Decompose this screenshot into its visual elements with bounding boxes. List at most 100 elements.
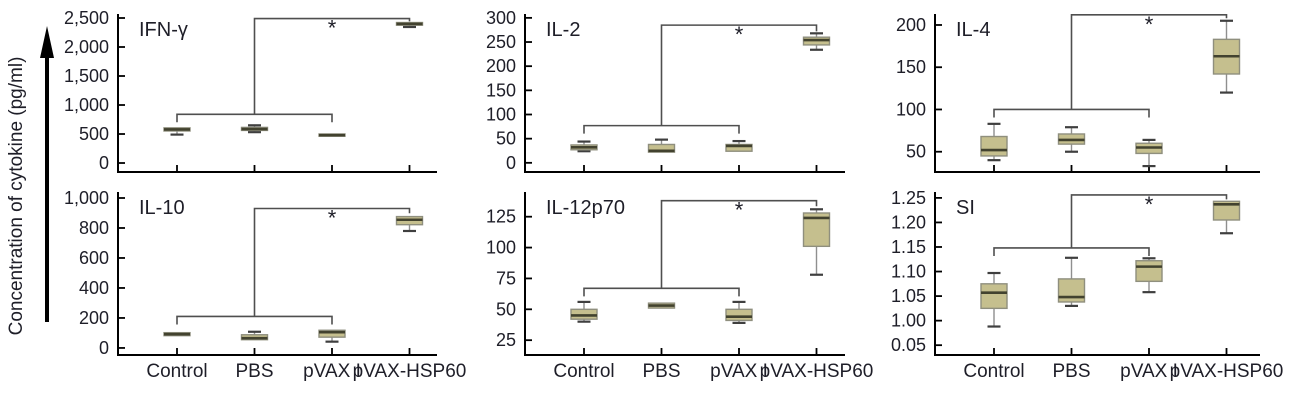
box <box>980 283 1008 310</box>
bracket-upper <box>1070 194 1228 248</box>
bracket-lower <box>993 108 1150 118</box>
box-whisker-control <box>980 271 1008 328</box>
y-tick-label: 1.15 <box>891 237 926 257</box>
y-tick-label: 0 <box>99 338 109 358</box>
y-tick-label: 2,000 <box>64 37 109 57</box>
box-whisker-pvax-hsp60 <box>395 21 424 29</box>
bracket-upper <box>253 207 411 317</box>
box-whisker-pbs <box>240 330 269 341</box>
significance-star: * <box>1145 12 1154 37</box>
box-whisker-pbs <box>647 302 676 309</box>
panel-title: SI <box>956 197 975 219</box>
x-category-label: pVAX-HSP60 <box>1170 361 1284 382</box>
significance-bracket: * <box>993 12 1228 118</box>
y-tick-label: 600 <box>79 248 109 268</box>
y-tick-label: 0.05 <box>891 335 926 355</box>
bracket-lower <box>583 287 740 297</box>
bracket-lower <box>176 315 333 325</box>
y-tick-label: 0 <box>99 153 109 173</box>
box-whisker-pvax-i <box>725 139 753 152</box>
y-tick-label: 25 <box>496 330 516 350</box>
box-whisker-pvax-i <box>725 300 753 324</box>
box-whisker-pvax-hsp60 <box>802 32 831 51</box>
y-tick-label: 1,500 <box>64 66 109 86</box>
x-category-label: pVAX I <box>1120 361 1178 382</box>
significance-star: * <box>735 22 744 47</box>
significance-bracket: * <box>993 192 1228 256</box>
box <box>980 135 1008 157</box>
panel-title: IL-10 <box>139 197 185 219</box>
box-whisker-pvax-hsp60 <box>395 215 424 233</box>
significance-bracket: * <box>176 205 411 325</box>
box <box>318 329 346 338</box>
significance-star: * <box>735 198 744 223</box>
bracket-lower <box>583 124 740 134</box>
boxplot-panel-ifn: 0 500 1,000 1,500 2,000 2,500 IFN-γ * <box>64 8 437 173</box>
y-tick-label: 1.10 <box>891 262 926 282</box>
box-whisker-control <box>570 140 598 153</box>
boxplot-panel-il-2: 0 50 100 150 200 250 300 IL-2 * <box>486 8 845 173</box>
box-whisker-pbs <box>1057 126 1086 153</box>
y-axis-label: Concentration of cytokine (pg/ml) <box>6 57 27 336</box>
x-category-label: PBS <box>235 361 273 382</box>
x-category-label: Control <box>963 361 1024 382</box>
panel-title: IFN-γ <box>139 19 188 41</box>
y-tick-label: 1,000 <box>64 188 109 208</box>
bracket-upper <box>253 17 411 115</box>
y-tick-label: 1.00 <box>891 311 926 331</box>
panel-title: IL-2 <box>546 19 580 41</box>
box-whisker-pvax-hsp60 <box>1212 19 1241 94</box>
y-tick-label: 1,000 <box>64 95 109 115</box>
box-whisker-pbs <box>1057 256 1086 308</box>
box-whisker-pvax-i <box>318 329 346 343</box>
significance-bracket: * <box>583 22 818 134</box>
y-tick-label: 250 <box>486 32 516 52</box>
box-whisker-control <box>980 122 1008 162</box>
significance-star: * <box>1145 192 1154 217</box>
x-category-label: pVAX-HSP60 <box>353 361 467 382</box>
y-tick-label: 150 <box>896 57 926 77</box>
y-tick-label: 1.25 <box>891 188 926 208</box>
x-category-label: Control <box>146 361 207 382</box>
y-tick-label: 50 <box>496 129 516 149</box>
box-whisker-control <box>570 300 598 323</box>
bracket-upper <box>660 24 818 126</box>
box <box>1212 200 1241 221</box>
box-whisker-pbs <box>240 124 269 134</box>
y-tick-label: 50 <box>496 299 516 319</box>
y-tick-label: 100 <box>486 238 516 258</box>
y-tick-label: 1.05 <box>891 286 926 306</box>
bracket-upper <box>1070 14 1228 110</box>
significance-bracket: * <box>176 16 411 123</box>
box <box>1057 278 1086 303</box>
box-whisker-control <box>163 331 191 337</box>
bracket-lower <box>993 247 1150 256</box>
panel-title: IL-4 <box>956 19 990 41</box>
boxplot-panel-si: 0.05 1.00 1.05 1.10 1.15 1.20 1.25 Control PBS pV… <box>891 188 1283 382</box>
boxplot-panel-il-4: 50 100 150 200 IL-4 * <box>896 12 1260 173</box>
panel-title: IL-12p70 <box>546 197 625 219</box>
box-whisker-pvax-hsp60 <box>1212 200 1241 235</box>
y-tick-label: 200 <box>79 308 109 328</box>
box <box>725 143 753 152</box>
x-category-label: pVAX I <box>710 361 768 382</box>
box <box>647 143 676 153</box>
y-tick-label: 500 <box>79 124 109 144</box>
y-tick-label: 200 <box>486 56 516 76</box>
bracket-lower <box>176 113 333 123</box>
box-whisker-pvax-hsp60 <box>802 208 831 276</box>
boxplot-panel-il-10: 0 200 400 600 800 1,000 Control PBS pVAX IpVAX-H… <box>64 188 466 382</box>
x-category-label: pVAX I <box>303 361 361 382</box>
box <box>725 308 753 322</box>
y-tick-label: 200 <box>896 15 926 35</box>
x-category-label: pVAX-HSP60 <box>760 361 874 382</box>
bracket-upper <box>660 199 818 289</box>
box-whisker-pvax-i <box>318 133 346 137</box>
y-tick-label: 75 <box>496 268 516 288</box>
y-tick-label: 150 <box>486 80 516 100</box>
y-tick-label: 1.20 <box>891 212 926 232</box>
